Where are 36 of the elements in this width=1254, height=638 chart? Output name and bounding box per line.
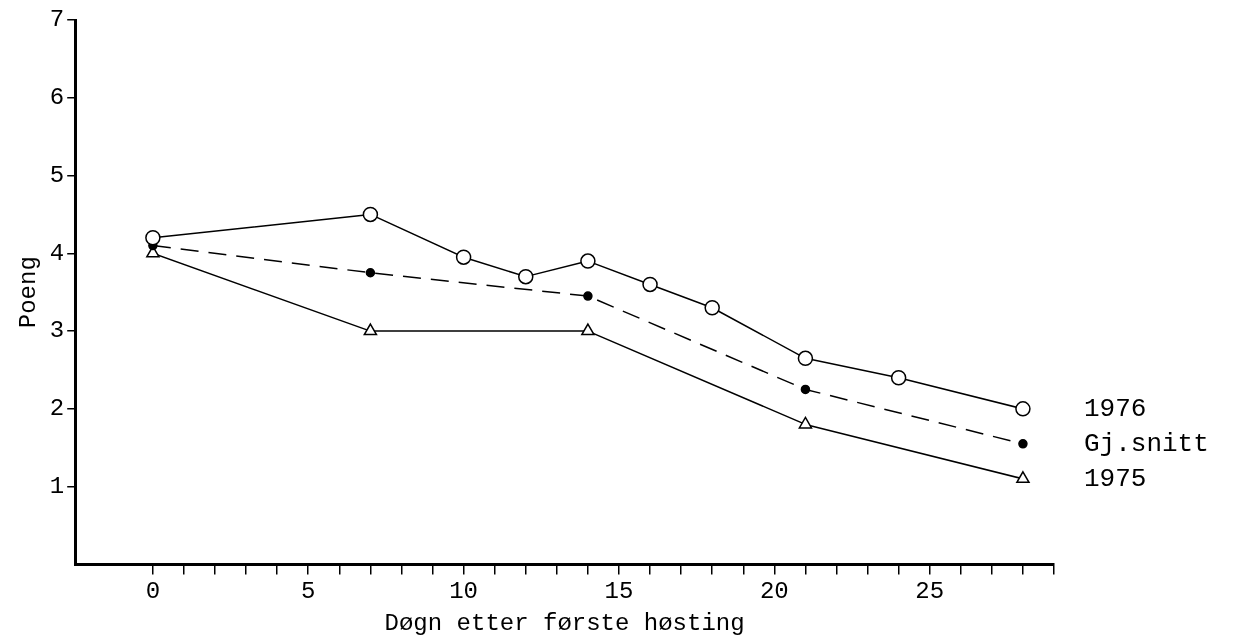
text: 1976 [1084,393,1147,424]
point [1015,401,1031,417]
x-axis-title: Døgn etter første høsting [384,609,745,637]
y-tick-label: 2 [49,395,65,423]
point [704,300,720,316]
y-axis-title: Poeng [14,256,42,329]
point [580,253,596,269]
point [518,268,534,285]
point [363,323,378,336]
point [890,370,907,386]
x-tick-label: 15 [604,578,634,606]
x-tick-label: 0 [145,578,161,606]
point [798,416,813,429]
y-tick-label: 4 [49,239,65,267]
y-tick-label: 3 [49,317,65,345]
point [642,276,658,293]
point [362,206,379,223]
point [1016,471,1030,484]
point [1018,439,1028,449]
x-tick-label: 25 [915,578,945,606]
point [365,268,376,278]
x-tick-label: 20 [759,578,789,606]
point [581,323,595,336]
y-tick-label: 5 [49,161,65,189]
x-tick-label: 5 [301,578,316,606]
text: Gj.snitt [1084,428,1209,459]
text: 1975 [1084,463,1147,494]
point [583,291,593,301]
y-tick-label: 6 [49,84,65,112]
y-tick-label: 1 [49,472,65,500]
point [800,384,811,395]
point [145,230,161,246]
y-tick-label: 7 [49,6,65,34]
point [797,350,814,367]
x-tick-label: 10 [449,578,479,606]
point [455,249,472,265]
